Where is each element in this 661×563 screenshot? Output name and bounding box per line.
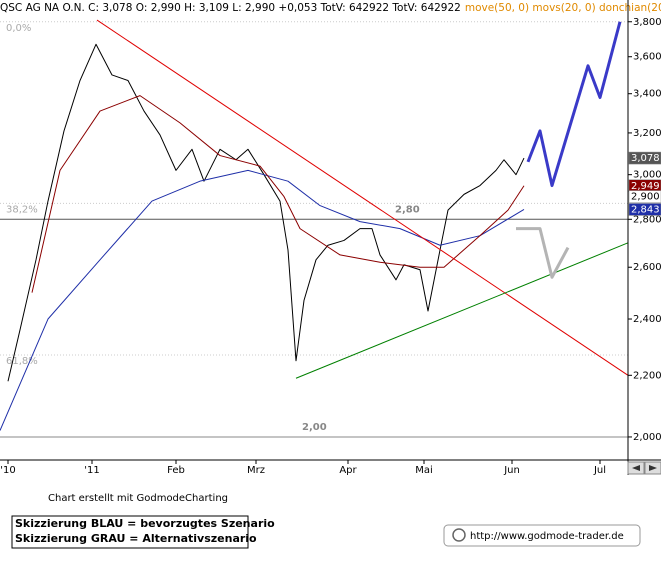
x-tick-label: Jul xyxy=(593,465,606,476)
h-line-label: 2,00 xyxy=(302,422,327,433)
y-tick-label: 3,400 xyxy=(633,89,661,100)
x-tick-label: Apr xyxy=(339,465,357,476)
scroll-right-icon xyxy=(649,465,657,471)
url[interactable]: http://www.godmode-trader.de xyxy=(470,531,624,542)
y-tick-label: 3,200 xyxy=(633,128,661,139)
series-line xyxy=(295,242,629,379)
y-tick-label: 2,000 xyxy=(633,432,661,443)
title-text: QSC AG NA O.N. C: 3,078 O: 2,990 H: 3,10… xyxy=(0,2,461,14)
legend-box xyxy=(11,515,249,549)
price-tag-label: 2,843 xyxy=(631,204,660,215)
price-tag xyxy=(628,190,661,203)
series-line xyxy=(0,169,525,431)
y-tick-label: 2,200 xyxy=(633,370,661,381)
url-box[interactable] xyxy=(443,524,641,547)
price-tag-label: 2,949 xyxy=(631,181,660,192)
price-tag xyxy=(628,203,661,216)
price-tag-label: 3,078 xyxy=(631,153,660,164)
scroll-left-icon xyxy=(632,465,640,471)
x-tick-label: Mai xyxy=(415,465,433,476)
price-tag-label: 2,900 xyxy=(631,192,660,203)
y-tick-label: 2,600 xyxy=(633,262,661,273)
y-tick-label: 3,000 xyxy=(633,170,661,181)
x-tick-label: Jun xyxy=(503,465,520,476)
indicators: move(50, 0) movs(20, 0) donchian(20, 20) xyxy=(465,2,661,14)
y-tick-label: 2,800 xyxy=(633,214,661,225)
chart-title: QSC AG NA O.N. C: 3,078 O: 2,990 H: 3,10… xyxy=(0,2,661,14)
price-tag xyxy=(628,151,661,165)
legend-line: Skizzierung GRAU = Alternativszenario xyxy=(15,532,257,545)
series-line xyxy=(7,43,525,382)
x-tick-label: Feb xyxy=(167,465,185,476)
fib-label: 61,8% xyxy=(6,356,38,367)
series-line xyxy=(526,21,622,188)
series-line xyxy=(31,95,525,293)
fib-label: 0,0% xyxy=(6,23,31,34)
y-tick-label: 2,400 xyxy=(633,314,661,325)
fib-label: 38,2% xyxy=(6,204,38,215)
h-line-label: 2,80 xyxy=(395,204,420,215)
url-icon xyxy=(452,528,466,542)
x-tick-label: '10 xyxy=(0,465,15,476)
x-tick-label: '11 xyxy=(84,465,99,476)
credit: Chart erstellt mit GodmodeCharting xyxy=(48,493,228,504)
header-bg xyxy=(0,0,628,16)
legend-line: Skizzierung BLAU = bevorzugtes Szenario xyxy=(15,517,275,530)
x-tick-label: Mrz xyxy=(247,465,265,476)
series-line xyxy=(516,227,570,279)
series-line xyxy=(96,19,629,376)
y-tick-label: 3,600 xyxy=(633,52,661,63)
y-tick-label: 3,800 xyxy=(633,17,661,28)
